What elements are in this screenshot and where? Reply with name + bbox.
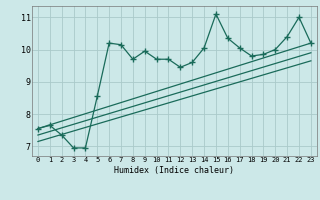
X-axis label: Humidex (Indice chaleur): Humidex (Indice chaleur) [115, 166, 234, 175]
